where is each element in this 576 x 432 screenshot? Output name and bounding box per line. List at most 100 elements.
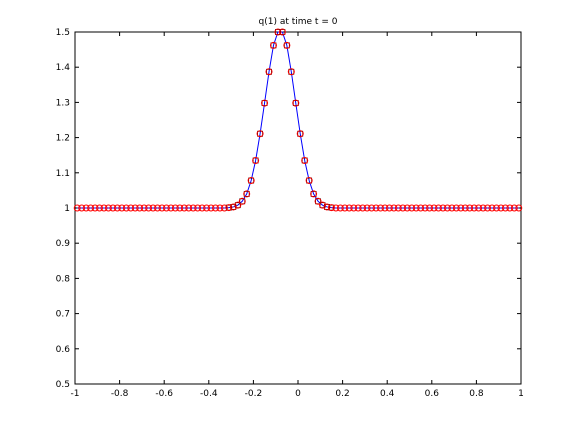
- data-point: [247, 177, 255, 185]
- data-point: [319, 201, 327, 209]
- data-point-circle: [421, 204, 429, 212]
- data-point: [154, 204, 162, 212]
- data-point-circle: [234, 201, 242, 209]
- data-point-circle: [443, 204, 451, 212]
- data-point-circle: [96, 204, 104, 212]
- data-point-circle: [149, 204, 157, 212]
- data-point: [341, 204, 349, 212]
- data-point: [412, 204, 420, 212]
- data-point: [229, 203, 237, 211]
- data-point: [252, 156, 260, 164]
- x-tick-label: -0.8: [111, 389, 129, 399]
- data-point-circle: [104, 204, 112, 212]
- data-point-circle: [385, 204, 393, 212]
- x-tick-label: 0: [295, 389, 301, 399]
- data-point-circle: [145, 204, 153, 212]
- data-point-circle: [457, 204, 465, 212]
- data-point: [176, 204, 184, 212]
- data-point: [78, 204, 86, 212]
- data-point-circle: [87, 204, 95, 212]
- data-point-circle: [305, 177, 313, 185]
- data-point-circle: [448, 204, 456, 212]
- data-point-circle: [73, 204, 81, 212]
- data-point-circle: [185, 204, 193, 212]
- data-point: [198, 204, 206, 212]
- x-tick-label: 0.8: [469, 389, 484, 399]
- data-point: [104, 204, 112, 212]
- x-tick-label: -1: [71, 389, 80, 399]
- data-point-circle: [238, 197, 246, 205]
- y-tick-label: 1.4: [56, 63, 71, 73]
- data-point-circle: [274, 28, 282, 36]
- data-point-circle: [247, 177, 255, 185]
- x-tick-label: 0.4: [380, 389, 395, 399]
- data-point: [136, 204, 144, 212]
- data-point-circle: [434, 204, 442, 212]
- data-point-circle: [211, 204, 219, 212]
- data-point-circle: [479, 204, 487, 212]
- data-point: [180, 204, 188, 212]
- data-point: [426, 204, 434, 212]
- data-point-circle: [461, 204, 469, 212]
- data-point-circle: [439, 204, 447, 212]
- data-point-circle: [484, 204, 492, 212]
- data-point: [314, 197, 322, 205]
- data-point: [452, 204, 460, 212]
- data-point: [91, 204, 99, 212]
- data-point-circle: [408, 204, 416, 212]
- data-point-circle: [189, 204, 197, 212]
- data-point: [265, 68, 273, 76]
- data-point-circle: [394, 204, 402, 212]
- data-point-circle: [82, 204, 90, 212]
- data-point: [189, 204, 197, 212]
- data-point: [100, 204, 108, 212]
- series-line-group: [77, 31, 519, 209]
- data-point: [403, 204, 411, 212]
- data-point-circle: [220, 204, 228, 212]
- data-point: [274, 28, 282, 36]
- data-point-circle: [265, 68, 273, 76]
- data-point: [269, 41, 277, 49]
- data-point: [466, 204, 474, 212]
- y-tick-label: 0.5: [56, 380, 70, 390]
- data-point-circle: [171, 204, 179, 212]
- data-point-circle: [359, 204, 367, 212]
- data-point: [158, 204, 166, 212]
- data-point-circle: [314, 197, 322, 205]
- data-point-circle: [412, 204, 420, 212]
- data-point: [488, 204, 496, 212]
- data-point-circle: [430, 204, 438, 212]
- data-point: [310, 190, 318, 198]
- data-point-circle: [109, 204, 117, 212]
- data-point: [238, 197, 246, 205]
- data-point-circle: [194, 204, 202, 212]
- data-point: [256, 130, 264, 138]
- data-point: [399, 204, 407, 212]
- x-axis: -1 -0.8 -0.6 -0.4 -0.2 0 0.2 0.4 0.6 0.8 1: [71, 32, 524, 399]
- data-point-circle: [91, 204, 99, 212]
- data-point-circle: [158, 204, 166, 212]
- data-point-circle: [510, 204, 518, 212]
- data-point: [296, 130, 304, 138]
- data-point: [122, 204, 130, 212]
- data-point-circle: [350, 204, 358, 212]
- x-tick-label: 0.6: [425, 389, 440, 399]
- data-point: [492, 204, 500, 212]
- y-tick-label: 1.1: [56, 169, 70, 179]
- data-point: [292, 99, 300, 107]
- data-point: [390, 204, 398, 212]
- data-point: [439, 204, 447, 212]
- data-point-circle: [390, 204, 398, 212]
- data-point: [211, 204, 219, 212]
- data-point: [350, 204, 358, 212]
- series-line: [77, 31, 519, 209]
- data-point-circle: [368, 204, 376, 212]
- data-point-circle: [203, 204, 211, 212]
- data-point: [145, 204, 153, 212]
- data-point: [345, 204, 353, 212]
- data-point-circle: [515, 204, 523, 212]
- data-point: [207, 204, 215, 212]
- data-point-circle: [301, 156, 309, 164]
- y-tick-label: 0.6: [56, 345, 71, 355]
- data-point-circle: [323, 203, 331, 211]
